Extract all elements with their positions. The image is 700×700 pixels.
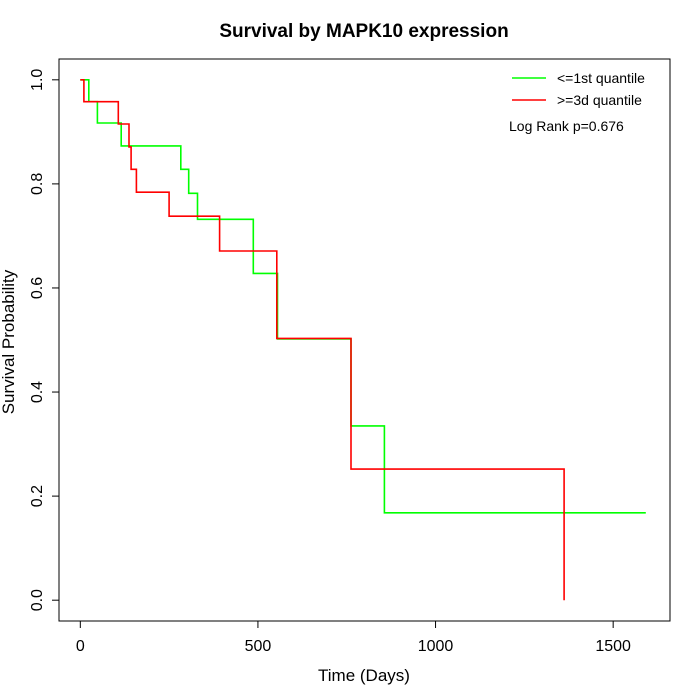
series-layer xyxy=(80,79,646,601)
x-tick-label: 1500 xyxy=(595,638,631,655)
y-tick-label: 0.0 xyxy=(29,589,46,611)
x-axis: 0 500 1000 1500 xyxy=(76,620,631,655)
x-tick-label: 500 xyxy=(245,638,272,655)
y-tick-label: 0.8 xyxy=(29,173,46,195)
y-axis-label: Survival Probability xyxy=(0,269,18,414)
legend-label-series-2: >=3d quantile xyxy=(557,92,642,108)
x-tick-label: 1000 xyxy=(418,638,454,655)
survival-curve-series-2 xyxy=(80,79,565,601)
legend: <=1st quantile >=3d quantile xyxy=(512,70,645,108)
log-rank-annotation: Log Rank p=0.676 xyxy=(509,118,624,134)
chart-title: Survival by MAPK10 expression xyxy=(219,21,508,42)
plot-frame xyxy=(58,58,671,622)
y-tick-label: 0.4 xyxy=(29,381,46,403)
x-tick-label: 0 xyxy=(76,638,85,655)
y-axis: 0.0 0.2 0.4 0.6 0.8 1.0 xyxy=(29,69,60,611)
x-axis-label: Time (Days) xyxy=(318,666,410,685)
legend-label-series-1: <=1st quantile xyxy=(557,70,645,86)
y-tick-label: 0.6 xyxy=(29,277,46,299)
y-tick-label: 1.0 xyxy=(29,69,46,91)
survival-curve-series-1 xyxy=(80,79,646,514)
y-tick-label: 0.2 xyxy=(29,485,46,507)
